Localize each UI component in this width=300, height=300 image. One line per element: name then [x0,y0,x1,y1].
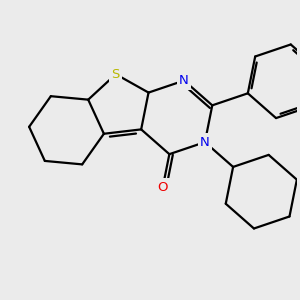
Text: N: N [179,74,189,87]
Text: O: O [158,181,168,194]
Text: S: S [112,68,120,81]
Text: N: N [200,136,210,148]
